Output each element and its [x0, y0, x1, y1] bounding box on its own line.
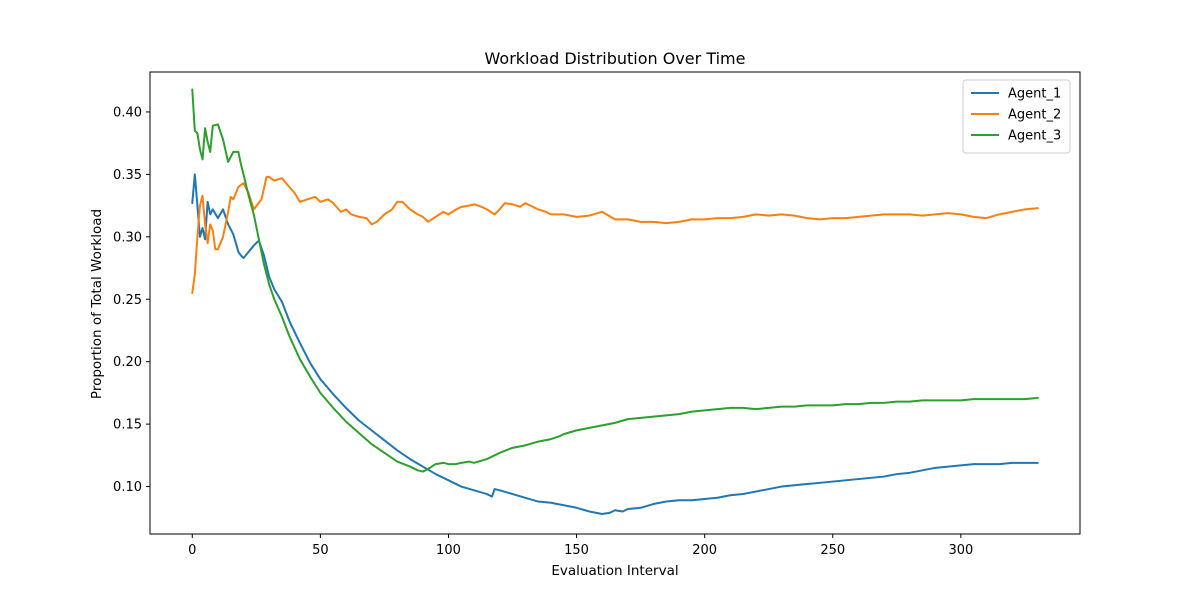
x-tick-label: 0 [188, 543, 196, 558]
y-tick-label: 0.35 [113, 168, 142, 183]
x-tick-label: 50 [312, 543, 329, 558]
plot-area [191, 88, 1039, 516]
y-tick-label: 0.15 [113, 418, 142, 433]
legend-label: Agent_1 [1008, 87, 1061, 102]
plot-frame [149, 71, 1081, 535]
x-axis: 0 50 100 150 200 250 300 [188, 534, 973, 558]
x-tick-label: 300 [948, 543, 973, 558]
y-tick-label: 0.40 [113, 105, 142, 120]
x-tick-label: 150 [564, 543, 589, 558]
y-axis: 0.10 0.15 0.20 0.25 0.30 0.35 0.40 [113, 105, 150, 495]
series-line-agent-1 [191, 173, 1039, 516]
y-tick-label: 0.30 [113, 230, 142, 245]
x-tick-label: 200 [692, 543, 717, 558]
legend-label: Agent_2 [1008, 108, 1061, 123]
x-tick-label: 100 [436, 543, 461, 558]
y-tick-label: 0.20 [113, 355, 142, 370]
x-axis-label: Evaluation Interval [551, 563, 678, 579]
chart-title: Workload Distribution Over Time [485, 49, 746, 68]
series-line-agent-2 [191, 175, 1039, 295]
legend: Agent_1 Agent_2 Agent_3 [962, 79, 1071, 154]
x-tick-label: 250 [820, 543, 845, 558]
y-axis-label: Proportion of Total Workload [89, 209, 105, 399]
legend-label: Agent_3 [1008, 129, 1061, 144]
series-line-agent-3 [191, 88, 1039, 473]
y-tick-label: 0.10 [113, 480, 142, 495]
y-tick-label: 0.25 [113, 293, 142, 308]
